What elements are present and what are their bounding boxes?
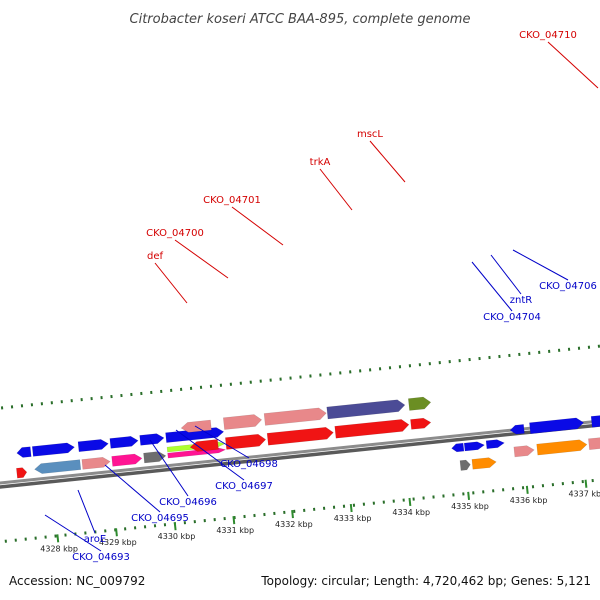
gene-arrow [143,451,167,464]
gene-label-cko-04710: CKO_04710 [519,30,577,41]
major-tick [525,485,529,494]
major-tick [584,479,588,488]
gene-arrow [326,399,406,420]
tick-label: 4328 kbp [40,544,78,553]
gene-arrow [222,414,263,430]
gene-label-cko-04706: CKO_04706 [539,281,597,292]
gene-arrow [590,414,600,428]
gene-arrow [225,433,267,450]
tick-label: 4332 kbp [275,520,313,529]
backbone [0,419,600,489]
gene-arrow [471,457,497,470]
label-leader-line [149,439,189,497]
gene-label-cko-04697: CKO_04697 [215,481,273,492]
gene-arrow [536,439,588,456]
major-tick [173,522,177,531]
gene-label-aroe: aroE [84,534,106,545]
major-tick [56,534,60,543]
tick-label: 4333 kbp [334,514,372,523]
gene-arrow [266,426,334,446]
label-leader-line [175,429,245,481]
gene-label-mscl: mscL [357,129,383,140]
gene-arrow [529,417,585,434]
gene-arrow [111,453,143,467]
tick-label: 4329 kbp [99,538,137,547]
tick-marks: 4328 kbp 4329 kbp 4330 kbp 4331 kbp 4332 kbp… [0,344,600,553]
gene-label-def: def [147,251,164,262]
gene-label-cko-04701: CKO_04701 [203,195,261,206]
gene-arrow [485,439,505,450]
topology-text: Topology: circular; Length: 4,720,462 bp… [261,574,591,588]
map-title: Citrobacter koseri ATCC BAA-895, complet… [130,12,471,27]
gene-arrow [109,436,139,449]
label-leader-line [369,140,406,183]
gene-arrow [16,467,28,479]
gene-label-zntr: zntR [510,295,533,306]
tick-label: 4337 kbp [568,490,600,499]
label-leader-line [194,425,250,459]
gene-arrow [459,459,471,471]
gene-arrow [263,407,327,426]
major-tick [115,528,118,537]
label-leader-line [231,206,284,246]
gene-arrow [189,439,219,452]
tick-label: 4330 kbp [158,532,196,541]
gene-label-cko-04693: CKO_04693 [72,552,130,563]
gene-label-cko-04695: CKO_04695 [131,513,189,524]
major-tick [467,491,471,500]
tick-label: 4334 kbp [392,508,430,517]
gene-arrow [513,445,535,458]
label-leader-line [319,168,353,211]
gene-arrow [509,424,525,435]
gene-arrow [16,446,32,458]
gene-arrow [139,433,165,446]
gene-arrow [34,459,82,474]
label-leader-line [77,489,96,534]
gene-arrow [31,442,75,457]
label-leader-line [44,514,102,552]
backbone-line [0,423,600,489]
major-tick [291,510,294,519]
features [16,396,600,479]
gene-label-cko-04698: CKO_04698 [220,459,278,470]
label-leader-line [154,262,188,304]
tick-label: 4335 kbp [451,502,489,511]
label-leader-line [512,249,569,281]
major-tick [232,516,236,525]
tick-label: 4336 kbp [510,496,548,505]
gene-arrow [77,439,109,452]
backbone-line [0,419,600,485]
gene-arrow [451,442,465,453]
label-leader-line [490,254,522,295]
major-tick [408,497,412,507]
tick-label: 4331 kbp [216,526,254,535]
gene-arrow [410,417,432,430]
gene-label-cko-04704: CKO_04704 [483,312,541,323]
label-leader-line [174,239,229,279]
gene-arrow [81,457,111,470]
label-leader-line [471,261,513,312]
label-leader-line [104,464,161,513]
gene-label-cko-04696: CKO_04696 [159,497,217,508]
gene-arrow [334,419,410,439]
gene-label-trka: trkA [310,157,331,168]
label-leader-line [547,41,599,89]
gene-arrow [588,437,600,450]
gene-label-cko-04700: CKO_04700 [146,228,204,239]
gene-arrow [408,396,432,411]
gene-arrow [463,441,485,452]
major-tick [349,503,353,513]
accession-text: Accession: NC_009792 [9,574,146,588]
